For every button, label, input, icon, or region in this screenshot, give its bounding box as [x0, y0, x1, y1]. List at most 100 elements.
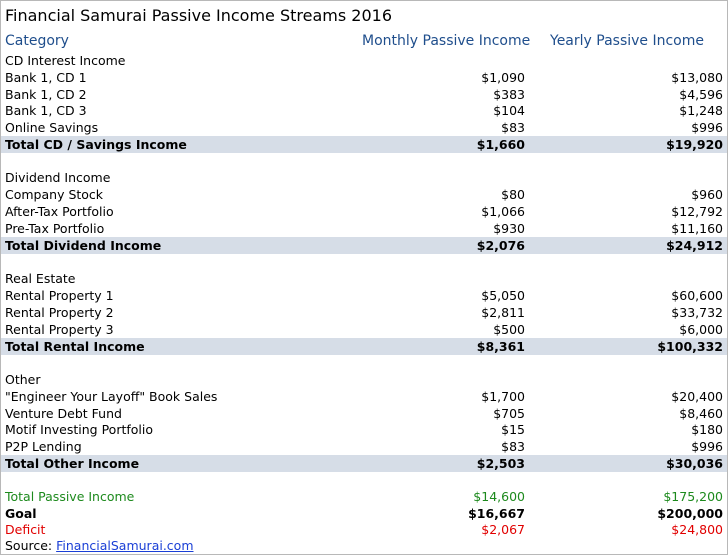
table-header: Category Monthly Passive Income Yearly P…: [1, 32, 727, 51]
row-monthly: $1,066: [481, 204, 525, 219]
table-row: Pre-Tax Portfolio $930 $11,160: [1, 220, 727, 237]
row-yearly: $11,160: [671, 221, 723, 236]
total-row: Total Rental Income $8,361 $100,332: [1, 338, 727, 355]
total-monthly: $1,660: [476, 137, 525, 152]
section-title: Real Estate: [5, 271, 76, 286]
table-row: Rental Property 2 $2,811 $33,732: [1, 304, 727, 321]
table-row: Motif Investing Portfolio $15 $180: [1, 421, 727, 438]
row-yearly: $60,600: [671, 288, 723, 303]
page-title: Financial Samurai Passive Income Streams…: [5, 6, 392, 25]
table-row: Bank 1, CD 3 $104 $1,248: [1, 102, 727, 119]
passive-monthly: $14,600: [473, 489, 525, 504]
total-monthly: $2,076: [476, 238, 525, 253]
total-yearly: $100,332: [657, 339, 723, 354]
row-monthly: $705: [493, 406, 525, 421]
goal-label: Goal: [5, 506, 37, 521]
row-yearly: $20,400: [671, 389, 723, 404]
header-yearly: Yearly Passive Income: [550, 33, 704, 49]
row-monthly: $5,050: [481, 288, 525, 303]
row-label: Bank 1, CD 3: [5, 103, 87, 118]
total-yearly: $24,912: [666, 238, 723, 253]
passive-yearly: $175,200: [663, 489, 723, 504]
row-yearly: $8,460: [679, 406, 723, 421]
row-label: Rental Property 3: [5, 322, 114, 337]
row-monthly: $80: [501, 187, 525, 202]
row-label: Bank 1, CD 1: [5, 70, 87, 85]
header-monthly: Monthly Passive Income: [362, 33, 531, 49]
goal-monthly: $16,667: [468, 506, 525, 521]
row-yearly: $1,248: [679, 103, 723, 118]
section-heading: Real Estate: [1, 270, 727, 287]
row-yearly: $996: [691, 120, 723, 135]
row-label: Online Savings: [5, 120, 99, 135]
deficit-yearly: $24,800: [671, 522, 723, 537]
deficit-row: Deficit $2,067 $24,800: [1, 521, 727, 538]
total-label: Total Rental Income: [5, 339, 145, 354]
table-row: Bank 1, CD 2 $383 $4,596: [1, 86, 727, 103]
table-row: "Engineer Your Layoff" Book Sales $1,700…: [1, 388, 727, 405]
row-label: Pre-Tax Portfolio: [5, 221, 105, 236]
row-label: Company Stock: [5, 187, 104, 202]
total-label: Total Other Income: [5, 456, 140, 471]
total-row: Total CD / Savings Income $1,660 $19,920: [1, 136, 727, 153]
table-row: Rental Property 1 $5,050 $60,600: [1, 287, 727, 304]
total-yearly: $19,920: [666, 137, 723, 152]
row-monthly: $1,700: [481, 389, 525, 404]
deficit-label: Deficit: [5, 522, 46, 537]
total-yearly: $30,036: [666, 456, 723, 471]
row-monthly: $83: [501, 439, 525, 454]
goal-row: Goal $16,667 $200,000: [1, 505, 727, 522]
row-label: Rental Property 2: [5, 305, 114, 320]
section-title: CD Interest Income: [5, 53, 126, 68]
passive-label: Total Passive Income: [5, 489, 135, 504]
row-yearly: $13,080: [671, 70, 723, 85]
row-label: Rental Property 1: [5, 288, 114, 303]
row-monthly: $930: [493, 221, 525, 236]
section-heading: Other: [1, 371, 727, 388]
source-prefix: Source:: [5, 538, 57, 553]
row-monthly: $383: [493, 87, 525, 102]
table-row: Online Savings $83 $996: [1, 119, 727, 136]
row-monthly: $500: [493, 322, 525, 337]
row-monthly: $2,811: [481, 305, 525, 320]
goal-yearly: $200,000: [657, 506, 723, 521]
row-monthly: $1,090: [481, 70, 525, 85]
row-label: After-Tax Portfolio: [5, 204, 114, 219]
table-row: After-Tax Portfolio $1,066 $12,792: [1, 203, 727, 220]
table-row: Company Stock $80 $960: [1, 186, 727, 203]
row-yearly: $12,792: [671, 204, 723, 219]
section-title: Other: [5, 372, 41, 387]
row-yearly: $33,732: [671, 305, 723, 320]
deficit-monthly: $2,067: [481, 522, 525, 537]
row-label: Venture Debt Fund: [5, 406, 122, 421]
section-heading: Dividend Income: [1, 169, 727, 186]
row-yearly: $6,000: [679, 322, 723, 337]
row-yearly: $960: [691, 187, 723, 202]
table-row: Bank 1, CD 1 $1,090 $13,080: [1, 69, 727, 86]
total-row: Total Other Income $2,503 $30,036: [1, 455, 727, 472]
header-category: Category: [5, 33, 69, 49]
row-monthly: $15: [501, 422, 525, 437]
row-monthly: $104: [493, 103, 525, 118]
row-monthly: $83: [501, 120, 525, 135]
source-credit: Source: FinancialSamurai.com: [5, 537, 194, 554]
section-heading: CD Interest Income: [1, 52, 727, 69]
row-label: Motif Investing Portfolio: [5, 422, 154, 437]
total-label: Total Dividend Income: [5, 238, 162, 253]
table-row: Venture Debt Fund $705 $8,460: [1, 405, 727, 422]
section-title: Dividend Income: [5, 170, 111, 185]
total-monthly: $8,361: [476, 339, 525, 354]
table-row: P2P Lending $83 $996: [1, 438, 727, 455]
table-row: Rental Property 3 $500 $6,000: [1, 321, 727, 338]
row-label: P2P Lending: [5, 439, 82, 454]
total-row: Total Dividend Income $2,076 $24,912: [1, 237, 727, 254]
row-yearly: $996: [691, 439, 723, 454]
total-passive-income-row: Total Passive Income $14,600 $175,200: [1, 488, 727, 505]
row-label: "Engineer Your Layoff" Book Sales: [5, 389, 218, 404]
source-link[interactable]: FinancialSamurai.com: [56, 538, 194, 553]
row-yearly: $180: [691, 422, 723, 437]
row-label: Bank 1, CD 2: [5, 87, 87, 102]
total-monthly: $2,503: [476, 456, 525, 471]
row-yearly: $4,596: [679, 87, 723, 102]
